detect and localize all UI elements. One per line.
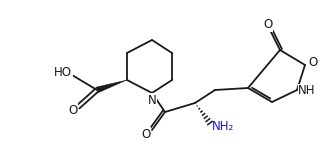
Polygon shape [96,80,127,93]
Text: HO: HO [54,66,72,80]
Text: O: O [308,56,318,69]
Text: NH: NH [298,84,316,97]
Text: O: O [68,104,78,117]
Text: O: O [263,18,272,31]
Text: N: N [148,94,156,107]
Text: O: O [141,128,151,141]
Text: NH₂: NH₂ [212,120,234,132]
